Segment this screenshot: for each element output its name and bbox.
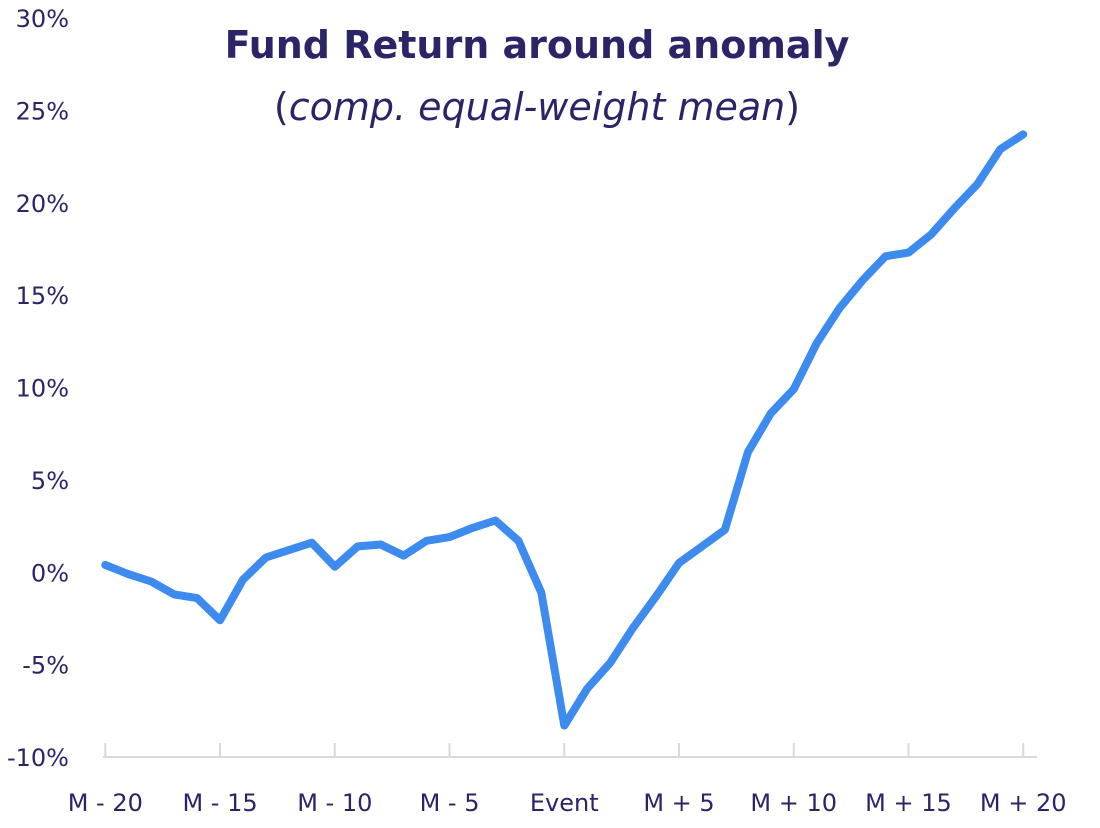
x-tick-label: M - 20 — [68, 789, 143, 817]
y-tick-label: 5% — [31, 467, 69, 495]
y-tick-label: 0% — [31, 559, 69, 587]
y-tick-label: 15% — [16, 282, 69, 310]
x-tick-label: M + 5 — [643, 789, 714, 817]
series-layer — [101, 130, 1028, 730]
x-tick-label: Event — [530, 789, 599, 817]
subtitle-open-paren: ( — [274, 85, 289, 129]
chart-subtitle: (comp. equal-weight mean) — [274, 85, 800, 129]
chart-title: Fund Return around anomaly — [225, 23, 850, 67]
series-line — [101, 130, 1028, 730]
x-tick-label: M + 15 — [865, 789, 952, 817]
x-axis: M - 20 M - 15 M - 10 M - 5 Event M + 5 M + 10 M… — [68, 743, 1067, 817]
y-tick-label: 30% — [16, 5, 69, 33]
y-axis: 30% 25% 20% 15% 10% 5% 0% -5% -10% — [7, 5, 69, 772]
x-tick-label: M + 20 — [980, 789, 1067, 817]
x-tick-label: M + 10 — [750, 789, 837, 817]
x-tick-label: M - 15 — [182, 789, 257, 817]
y-tick-label: -10% — [7, 744, 69, 772]
y-tick-label: -5% — [22, 652, 69, 680]
x-tick-label: M - 10 — [297, 789, 372, 817]
y-tick-label: 25% — [16, 97, 69, 125]
y-tick-label: 20% — [16, 190, 69, 218]
y-tick-label: 10% — [16, 375, 69, 403]
x-tick-label: M - 5 — [420, 789, 480, 817]
subtitle-text: comp. equal-weight mean — [289, 85, 786, 129]
subtitle-close-paren: ) — [785, 85, 800, 129]
